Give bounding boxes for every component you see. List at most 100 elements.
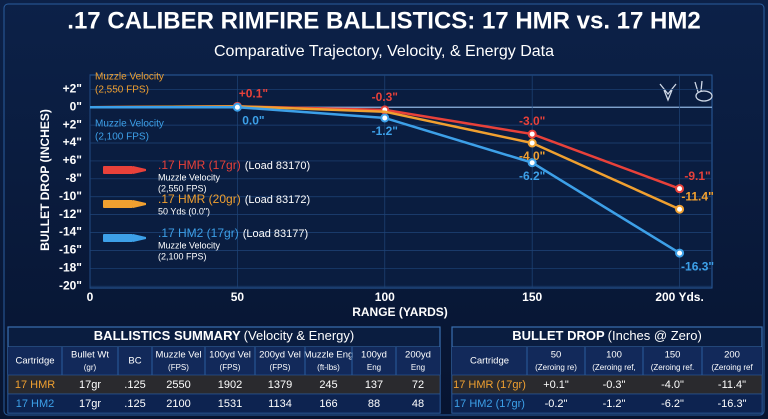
legend-note: (2,100 FPS) — [158, 251, 207, 261]
x-tick-label: 50 — [231, 290, 245, 304]
table-cell: 17 HM2 — [16, 398, 55, 410]
data-label: -1.2" — [372, 124, 398, 138]
rabbit-icon — [695, 90, 713, 102]
y-tick-label: 0" — [70, 99, 82, 113]
table-cell: 137 — [365, 379, 383, 391]
table-cell: 166 — [319, 398, 337, 410]
y-tick-label: -18" — [59, 260, 82, 274]
deer-icon — [659, 83, 677, 102]
legend-note: 50 Yds (0.0") — [158, 206, 210, 216]
table-title-main: BULLET DROP — [512, 328, 605, 343]
legend-bullet-tip — [133, 200, 146, 208]
table-cell: 2550 — [166, 379, 190, 391]
column-header: 50 — [551, 350, 562, 361]
table-cell: 1902 — [218, 379, 242, 391]
x-tick-label: 200 Yds. — [655, 290, 703, 304]
table-cell: 1379 — [268, 379, 292, 391]
table-cell: 17 HMR — [15, 379, 55, 391]
table-cell: 17gr — [79, 379, 101, 391]
y-tick-label: -10" — [59, 189, 82, 203]
table-cell: 17 HMR (17gr) — [453, 379, 526, 391]
table-cell: .125 — [124, 398, 145, 410]
table-cell: -11.4" — [718, 379, 746, 391]
data-point — [527, 129, 537, 139]
table-cell: -6.2" — [661, 398, 684, 410]
legend-load: (Load 83172) — [245, 194, 310, 206]
table-row — [451, 393, 763, 414]
data-label: -11.4" — [681, 189, 713, 203]
column-header: Cartridge — [470, 356, 509, 367]
icons — [659, 80, 713, 102]
column-header: 200yd Vel — [259, 350, 301, 361]
legend-bullet-tip — [133, 234, 146, 242]
x-tick-label: 0 — [87, 290, 94, 304]
table-cell: -0.2" — [545, 398, 568, 410]
x-tick-label: 100 — [375, 290, 395, 304]
column-header: Eng — [367, 363, 381, 372]
column-header: (FPS) — [220, 363, 241, 372]
table-row — [7, 393, 441, 414]
data-label: -9.1" — [684, 169, 710, 183]
table-cell: 88 — [368, 398, 380, 410]
column-header: 200 — [724, 350, 740, 361]
table-cell: 245 — [319, 379, 337, 391]
column-header: BC — [128, 356, 141, 367]
legend-name: .17 HMR (17gr) — [158, 158, 241, 172]
column-header: Bullet Wt — [71, 350, 109, 361]
legend-entry: .17 HMR (17gr) (Load 83170) — [158, 158, 310, 172]
table-cell: 48 — [412, 398, 424, 410]
column-header: 200yd — [405, 350, 431, 361]
legend-entry: .17 HMR (20gr) (Load 83172) — [158, 192, 310, 206]
data-label: +0.1" — [239, 86, 268, 100]
column-header: (ft-lbs) — [317, 363, 340, 372]
y-tick-label: -8" — [66, 171, 82, 185]
table-title: BALLISTICS SUMMARY (Velocity & Energy) — [94, 328, 354, 343]
column-header: (Zeroing re) — [535, 363, 577, 372]
table-title-sub: (Inches @ Zero) — [608, 328, 702, 343]
data-point — [675, 248, 685, 258]
table-cell: 1134 — [268, 398, 292, 410]
column-header: Muzzle Eng — [304, 350, 354, 361]
data-label: -3.0" — [519, 114, 545, 128]
table-cell: -16.3" — [718, 398, 747, 410]
legend-entry: .17 HM2 (17gr) (Load 83177) — [158, 226, 308, 240]
column-header: Eng — [411, 363, 425, 372]
column-header: (FPS) — [270, 363, 291, 372]
table-cell: .125 — [124, 379, 145, 391]
y-tick-label: +2" — [63, 117, 82, 131]
table-cell: 1531 — [218, 398, 242, 410]
data-point — [675, 184, 685, 194]
frame — [3, 3, 765, 416]
annotation: Muzzle Velocity — [95, 72, 164, 83]
legend-note: Muzzle Velocity — [158, 172, 221, 182]
table-title: BULLET DROP (Inches @ Zero) — [512, 328, 702, 343]
table-title-sub: (Velocity & Energy) — [244, 328, 355, 343]
column-header: 150 — [665, 350, 681, 361]
column-header: Cartridge — [15, 356, 54, 367]
table-cell: 2100 — [166, 398, 190, 410]
page-subtitle: Comparative Trajectory, Velocity, & Ener… — [214, 43, 554, 60]
data-label: 0.0" — [242, 113, 264, 127]
y-tick-label: +2" — [63, 81, 82, 95]
y-tick-label: -14" — [59, 225, 82, 239]
column-header: 100yd Vel — [209, 350, 251, 361]
table-cell: -1.2" — [603, 398, 626, 410]
x-tick-label: 150 — [522, 290, 542, 304]
header-row — [452, 347, 762, 375]
table-cell: -0.3" — [603, 379, 626, 391]
y-tick-label: +6" — [63, 153, 82, 167]
plot-area — [89, 74, 713, 289]
y-tick-label: -16" — [59, 243, 82, 257]
data-point — [380, 113, 390, 123]
column-header: (Zeroing ref, — [592, 363, 636, 372]
data-label: -6.2" — [519, 169, 545, 183]
annotation: Muzzle Velocity — [95, 119, 164, 130]
legend-note: Muzzle Velocity — [158, 240, 221, 250]
table-cell: 72 — [412, 379, 424, 391]
header-row — [8, 347, 440, 375]
data-point — [527, 158, 537, 168]
table-cell: +0.1" — [543, 379, 569, 391]
y-tick-label: +4" — [63, 135, 82, 149]
data-label: -0.3" — [372, 90, 398, 104]
